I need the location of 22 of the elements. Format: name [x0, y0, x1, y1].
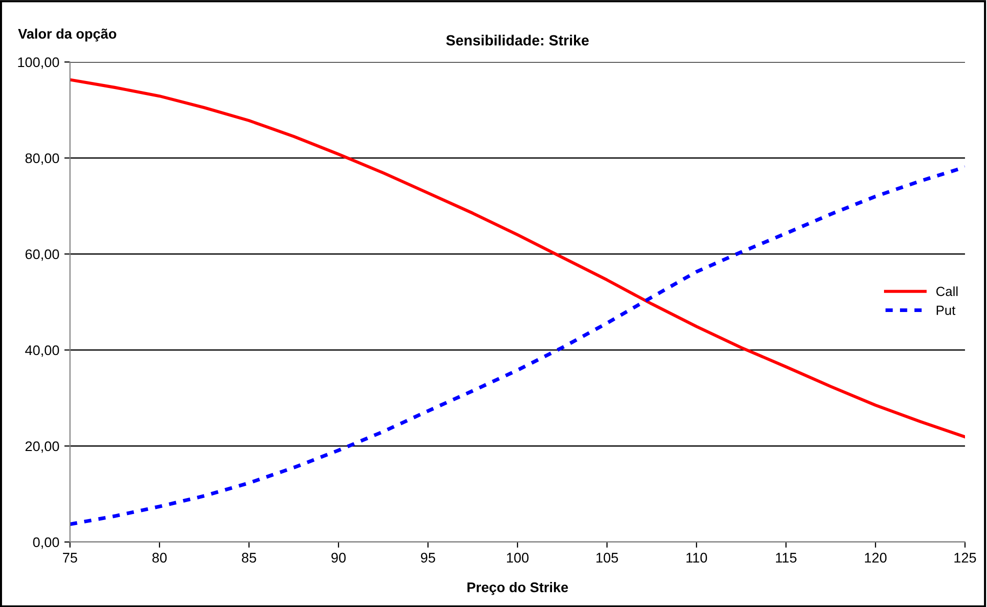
y-tick-label: 20,00: [26, 441, 60, 453]
y-tick-label: 40,00: [25, 345, 60, 357]
x-tick-label: 100: [506, 552, 529, 563]
x-tick-label: 90: [331, 552, 346, 563]
x-tick-label: 115: [776, 552, 796, 563]
x-axis-title: Preço do Strike: [467, 582, 568, 595]
x-tick-label: 95: [420, 552, 436, 563]
x-tick-label: 105: [596, 552, 618, 563]
x-tick-label: 120: [864, 552, 887, 563]
y-tick-label: 100,00: [18, 57, 60, 69]
x-tick-label: 110: [686, 552, 708, 563]
y-axis-title: Valor da opção: [18, 28, 116, 42]
chart-title: Sensibilidade: Strike: [446, 34, 589, 46]
legend-label: Put: [936, 306, 956, 315]
x-tick-label: 75: [62, 552, 78, 563]
y-tick-label: 0,00: [33, 537, 60, 549]
legend-label: Call: [936, 286, 958, 296]
x-tick-label: 125: [954, 552, 976, 563]
x-tick-label: 80: [152, 552, 167, 563]
x-tick-label: 85: [242, 552, 256, 563]
y-tick-label: 60,00: [26, 249, 60, 261]
y-tick-label: 80,00: [25, 153, 60, 165]
